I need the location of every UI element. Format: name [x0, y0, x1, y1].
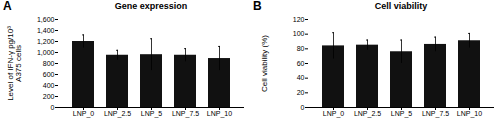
html-text:A: A	[3, 0, 12, 13]
svg-text:60: 60	[297, 60, 305, 67]
svg-text:LNP_0: LNP_0	[323, 110, 345, 118]
svg-text:1,600: 1,600	[37, 16, 55, 23]
svg-text:LNP_10: LNP_10	[207, 110, 232, 118]
svg-text:1,200: 1,200	[37, 38, 55, 45]
svg-text:LNP_2.5: LNP_2.5	[104, 110, 131, 118]
svg-text:LNP_2.5: LNP_2.5	[354, 110, 381, 118]
svg-text:40: 40	[297, 74, 305, 81]
svg-text:200: 200	[43, 93, 55, 100]
html-text:B: B	[253, 0, 262, 13]
svg-text:800: 800	[43, 60, 55, 67]
svg-text:20: 20	[297, 89, 305, 96]
svg-text:LNP_7.5: LNP_7.5	[422, 110, 449, 118]
svg-text:LNP_0: LNP_0	[73, 110, 95, 118]
svg-text:600: 600	[43, 71, 55, 78]
html-text:Cell viability: Cell viability	[374, 1, 428, 11]
svg-text:LNP_5: LNP_5	[391, 110, 413, 118]
svg-text:120: 120	[293, 16, 305, 23]
html-text:Gene expression: Gene expression	[114, 1, 188, 11]
svg-text:0: 0	[301, 104, 305, 111]
svg-text:Cell viability (%): Cell viability (%)	[260, 35, 269, 92]
svg-text:80: 80	[297, 45, 305, 52]
svg-text:100: 100	[293, 30, 305, 37]
svg-text:LNP_7.5: LNP_7.5	[172, 110, 199, 118]
svg-text:Level of IFN-γ pg/10³A375 cell: Level of IFN-γ pg/10³A375 cells	[6, 26, 23, 101]
svg-text:LNP_5: LNP_5	[141, 110, 163, 118]
svg-text:1,000: 1,000	[37, 49, 55, 56]
svg-text:LNP_10: LNP_10	[457, 110, 482, 118]
svg-text:400: 400	[43, 82, 55, 89]
svg-text:1,400: 1,400	[37, 27, 55, 34]
svg-text:0: 0	[51, 104, 55, 111]
